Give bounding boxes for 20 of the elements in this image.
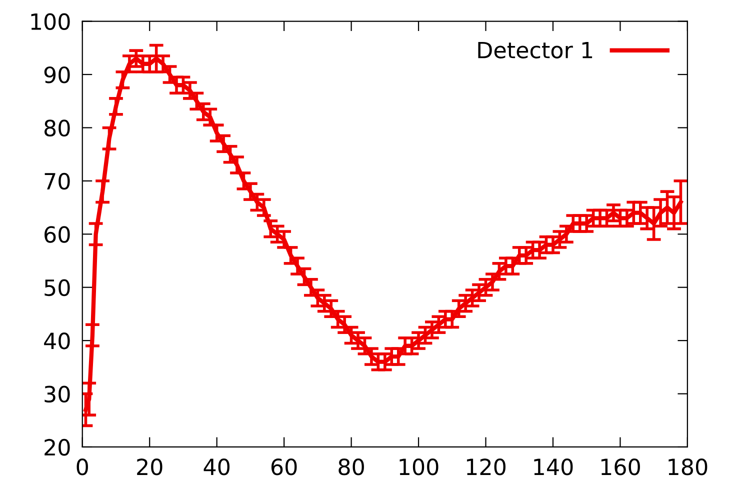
y-tick-label: 100 bbox=[31, 13, 70, 30]
y-tick-label: 50 bbox=[44, 279, 70, 296]
x-tick-label: 60 bbox=[271, 458, 297, 476]
y-tick-label: 90 bbox=[44, 66, 70, 84]
x-tick-label: 160 bbox=[601, 458, 640, 476]
x-tick-label: 80 bbox=[338, 458, 364, 476]
x-tick-label: 40 bbox=[204, 458, 230, 476]
x-tick-label: 100 bbox=[400, 458, 438, 476]
y-tick-label: 70 bbox=[44, 172, 70, 190]
x-tick-label: 120 bbox=[466, 458, 506, 476]
y-tick-label: 40 bbox=[44, 332, 70, 350]
y-tick-label: 80 bbox=[44, 120, 70, 136]
x-tick-label: 180 bbox=[668, 458, 708, 476]
y-tick-label: 20 bbox=[44, 438, 70, 456]
x-tick-label: 20 bbox=[137, 458, 162, 476]
x-tick-label: 140 bbox=[534, 458, 573, 476]
y-tick-label: 60 bbox=[44, 226, 70, 243]
legend-label: Detector 1 bbox=[478, 42, 592, 58]
y-tick-label: 30 bbox=[44, 386, 70, 403]
x-tick-label: 0 bbox=[76, 458, 88, 476]
